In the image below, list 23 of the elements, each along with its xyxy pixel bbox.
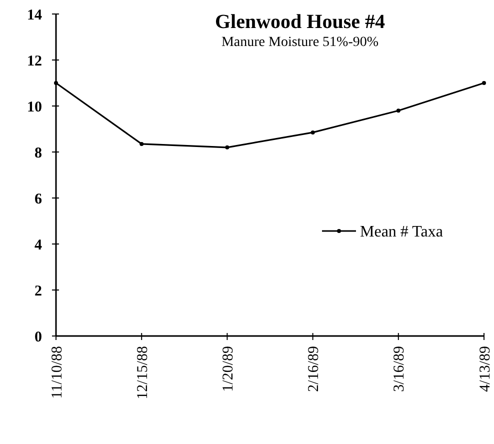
y-tick-label: 14 (27, 7, 42, 24)
x-tick-label: 2/16/89 (306, 346, 322, 392)
x-tick-label: 1/20/89 (220, 346, 236, 392)
point (54, 81, 58, 85)
y-tick-label: 12 (27, 53, 42, 70)
chart-title: Glenwood House #4 (214, 11, 386, 33)
x-tick-label: 4/13/89 (477, 346, 494, 392)
y-tick-label: 8 (34, 145, 42, 162)
point (225, 145, 230, 150)
x-tick-label: 12/15/88 (134, 346, 151, 400)
text: Manure Moisture 51%-90% (221, 35, 379, 50)
y-tick-label: 10 (27, 99, 42, 116)
y-tick-label: 0 (34, 329, 42, 346)
y-tick-label: 2 (34, 283, 42, 300)
y-tick-label: 6 (34, 191, 42, 208)
point (482, 81, 486, 85)
x-tick-label: 3/16/89 (392, 346, 408, 392)
point (310, 130, 315, 134)
x-tick-label: 11/10/88 (49, 346, 66, 399)
point (140, 142, 144, 146)
legend-label: Mean # Taxa (360, 224, 443, 241)
y-tick-label: 4 (34, 237, 42, 254)
point (396, 108, 400, 113)
